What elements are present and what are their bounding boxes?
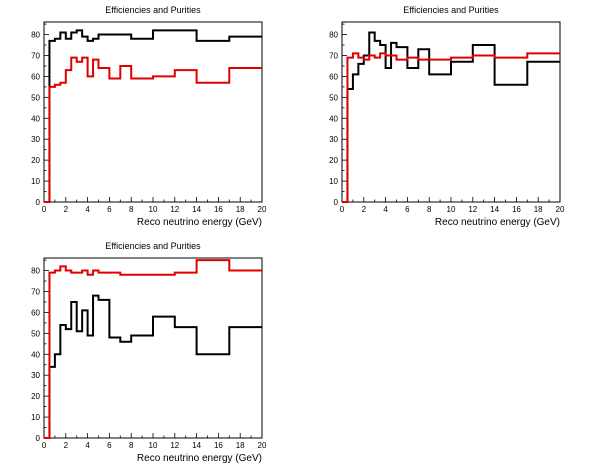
x-tick-label: 10 [447, 205, 456, 214]
x-tick-label: 8 [129, 205, 134, 214]
y-tick-label: 30 [31, 135, 40, 144]
x-tick-label: 6 [107, 205, 112, 214]
x-tick-label: 14 [490, 205, 499, 214]
x-tick-label: 14 [192, 205, 201, 214]
chart-bottom-left: Efficiencies and Purities010203040506070… [31, 241, 267, 464]
y-tick-label: 10 [31, 413, 40, 422]
x-tick-label: 0 [340, 205, 345, 214]
y-tick-label: 80 [31, 31, 40, 40]
y-tick-label: 10 [31, 177, 40, 186]
x-tick-label: 12 [170, 441, 179, 450]
y-tick-label: 0 [36, 198, 41, 207]
y-tick-label: 0 [334, 198, 339, 207]
x-axis-label: Reco neutrino energy (GeV) [435, 217, 560, 228]
x-tick-label: 8 [427, 205, 432, 214]
x-tick-label: 6 [107, 441, 112, 450]
chart-panel-top-right: Efficiencies and Purities 0 10 20 30 40 50 60 70… [298, 0, 596, 236]
x-tick-label: 16 [512, 205, 521, 214]
series-line-1 [342, 52, 560, 203]
y-tick-label: 0 [36, 434, 41, 443]
x-tick-label: 16 [214, 205, 223, 214]
x-tick-label: 6 [405, 205, 410, 214]
y-tick-label: 60 [31, 308, 40, 317]
chart-top-left: Efficiencies and Purities010203040506070… [31, 5, 267, 228]
plot-frame [43, 21, 263, 203]
plot-frame [341, 21, 561, 203]
x-tick-label: 20 [258, 205, 267, 214]
x-tick-label: 10 [149, 205, 158, 214]
y-tick-label: 30 [31, 371, 40, 380]
y-tick-label: 50 [31, 329, 40, 338]
x-tick-label: 2 [64, 441, 69, 450]
x-tick-label: 18 [534, 205, 543, 214]
chart-title: Efficiencies and Purities [105, 241, 201, 251]
x-tick-label: 0 [42, 441, 47, 450]
x-tick-label: 14 [192, 441, 201, 450]
x-tick-label: 4 [383, 205, 388, 214]
x-axis-label: Reco neutrino energy (GeV) [137, 217, 262, 228]
series-line-0 [44, 29, 262, 203]
y-tick-label: 40 [31, 350, 40, 359]
x-tick-label: 0 [42, 205, 47, 214]
x-tick-label: 10 [149, 441, 158, 450]
y-tick-label: 40 [329, 114, 338, 123]
y-tick-label: 60 [31, 72, 40, 81]
y-tick-label: 40 [31, 114, 40, 123]
x-tick-label: 20 [258, 441, 267, 450]
y-tick-label: 80 [31, 267, 40, 276]
y-tick-label: 70 [329, 51, 338, 60]
x-tick-label: 2 [64, 205, 69, 214]
y-tick-label: 20 [31, 392, 40, 401]
y-tick-label: 60 [329, 72, 338, 81]
y-tick-label: 50 [31, 93, 40, 102]
y-tick-label: 10 [329, 177, 338, 186]
y-tick-label: 20 [329, 156, 338, 165]
series-line-1 [44, 259, 262, 439]
x-tick-label: 2 [362, 205, 367, 214]
chart-panel-top-left: Efficiencies and Purities 0 10 20 30 40 50 60 70… [0, 0, 298, 236]
x-tick-label: 4 [85, 441, 90, 450]
x-tick-label: 16 [214, 441, 223, 450]
x-tick-label: 4 [85, 205, 90, 214]
chart-title: Efficiencies and Purities [403, 5, 499, 15]
x-axis-label: Reco neutrino energy (GeV) [137, 453, 262, 464]
y-tick-label: 80 [329, 31, 338, 40]
x-tick-label: 18 [236, 441, 245, 450]
y-tick-label: 20 [31, 156, 40, 165]
chart-title: Efficiencies and Purities [105, 5, 201, 15]
y-tick-label: 70 [31, 287, 40, 296]
chart-top-right: Efficiencies and Purities010203040506070… [329, 5, 565, 228]
x-tick-label: 12 [468, 205, 477, 214]
y-tick-label: 30 [329, 135, 338, 144]
y-tick-label: 50 [329, 93, 338, 102]
x-tick-label: 18 [236, 205, 245, 214]
x-tick-label: 12 [170, 205, 179, 214]
x-tick-label: 8 [129, 441, 134, 450]
chart-panel-bottom-left: Efficiencies and Purities 0 10 20 30 40 50 60 70… [0, 236, 298, 472]
y-tick-label: 70 [31, 51, 40, 60]
x-tick-label: 20 [556, 205, 565, 214]
series-line-0 [44, 294, 262, 439]
series-line-1 [44, 56, 262, 203]
